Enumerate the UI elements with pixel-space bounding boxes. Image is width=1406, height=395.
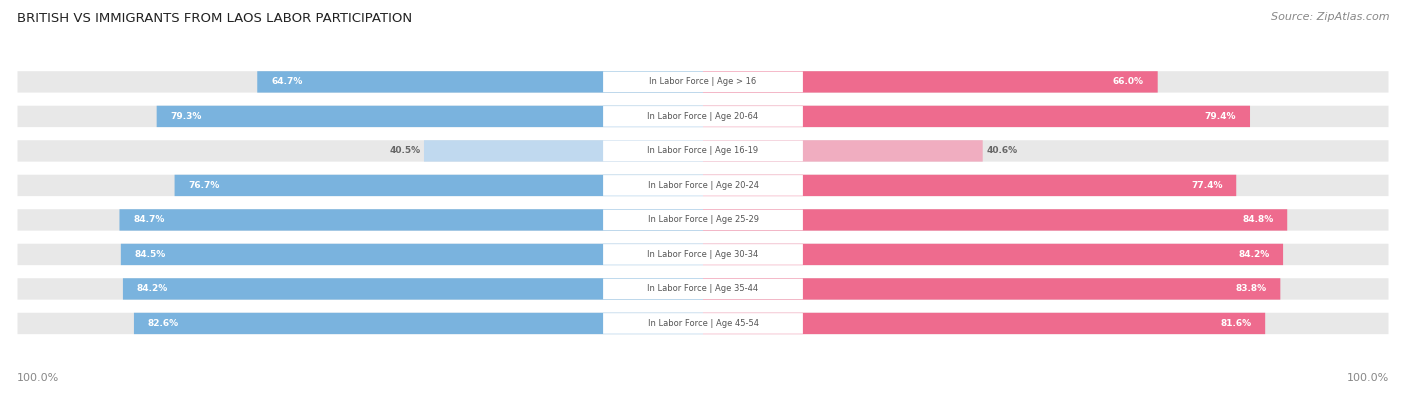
FancyBboxPatch shape <box>603 313 803 334</box>
FancyBboxPatch shape <box>703 209 1288 231</box>
Text: 84.2%: 84.2% <box>136 284 167 293</box>
FancyBboxPatch shape <box>17 244 1389 265</box>
Text: 40.5%: 40.5% <box>389 147 420 155</box>
FancyBboxPatch shape <box>17 209 1389 231</box>
FancyBboxPatch shape <box>17 175 1389 196</box>
Text: 76.7%: 76.7% <box>188 181 219 190</box>
Text: 81.6%: 81.6% <box>1220 319 1251 328</box>
Text: In Labor Force | Age 20-64: In Labor Force | Age 20-64 <box>647 112 759 121</box>
Text: 77.4%: 77.4% <box>1191 181 1222 190</box>
FancyBboxPatch shape <box>603 106 803 127</box>
FancyBboxPatch shape <box>603 71 803 92</box>
Text: 84.7%: 84.7% <box>134 215 165 224</box>
FancyBboxPatch shape <box>603 278 803 299</box>
FancyBboxPatch shape <box>603 175 803 196</box>
FancyBboxPatch shape <box>603 244 803 265</box>
Text: 82.6%: 82.6% <box>148 319 179 328</box>
FancyBboxPatch shape <box>603 141 803 161</box>
FancyBboxPatch shape <box>257 71 703 92</box>
Text: 100.0%: 100.0% <box>1347 373 1389 383</box>
Text: BRITISH VS IMMIGRANTS FROM LAOS LABOR PARTICIPATION: BRITISH VS IMMIGRANTS FROM LAOS LABOR PA… <box>17 12 412 25</box>
FancyBboxPatch shape <box>703 140 983 162</box>
Text: 84.5%: 84.5% <box>135 250 166 259</box>
FancyBboxPatch shape <box>120 209 703 231</box>
FancyBboxPatch shape <box>122 278 703 300</box>
FancyBboxPatch shape <box>174 175 703 196</box>
Text: 100.0%: 100.0% <box>17 373 59 383</box>
Text: In Labor Force | Age > 16: In Labor Force | Age > 16 <box>650 77 756 87</box>
Text: In Labor Force | Age 20-24: In Labor Force | Age 20-24 <box>648 181 758 190</box>
Text: In Labor Force | Age 45-54: In Labor Force | Age 45-54 <box>648 319 758 328</box>
Text: 64.7%: 64.7% <box>271 77 302 87</box>
Text: 84.8%: 84.8% <box>1241 215 1274 224</box>
FancyBboxPatch shape <box>703 71 1157 92</box>
Text: 66.0%: 66.0% <box>1114 77 1144 87</box>
Text: 40.6%: 40.6% <box>986 147 1018 155</box>
FancyBboxPatch shape <box>17 106 1389 127</box>
FancyBboxPatch shape <box>703 313 1265 334</box>
Text: Source: ZipAtlas.com: Source: ZipAtlas.com <box>1271 12 1389 22</box>
FancyBboxPatch shape <box>703 106 1250 127</box>
FancyBboxPatch shape <box>17 278 1389 300</box>
FancyBboxPatch shape <box>425 140 703 162</box>
FancyBboxPatch shape <box>703 175 1236 196</box>
Text: In Labor Force | Age 16-19: In Labor Force | Age 16-19 <box>647 147 759 155</box>
FancyBboxPatch shape <box>17 313 1389 334</box>
FancyBboxPatch shape <box>17 140 1389 162</box>
Text: In Labor Force | Age 25-29: In Labor Force | Age 25-29 <box>648 215 758 224</box>
FancyBboxPatch shape <box>603 210 803 230</box>
Text: 83.8%: 83.8% <box>1236 284 1267 293</box>
Text: 79.4%: 79.4% <box>1205 112 1236 121</box>
FancyBboxPatch shape <box>703 244 1284 265</box>
FancyBboxPatch shape <box>703 278 1281 300</box>
FancyBboxPatch shape <box>121 244 703 265</box>
Text: 79.3%: 79.3% <box>170 112 202 121</box>
FancyBboxPatch shape <box>134 313 703 334</box>
FancyBboxPatch shape <box>156 106 703 127</box>
Text: In Labor Force | Age 30-34: In Labor Force | Age 30-34 <box>647 250 759 259</box>
FancyBboxPatch shape <box>17 71 1389 92</box>
Text: 84.2%: 84.2% <box>1239 250 1270 259</box>
Text: In Labor Force | Age 35-44: In Labor Force | Age 35-44 <box>647 284 759 293</box>
